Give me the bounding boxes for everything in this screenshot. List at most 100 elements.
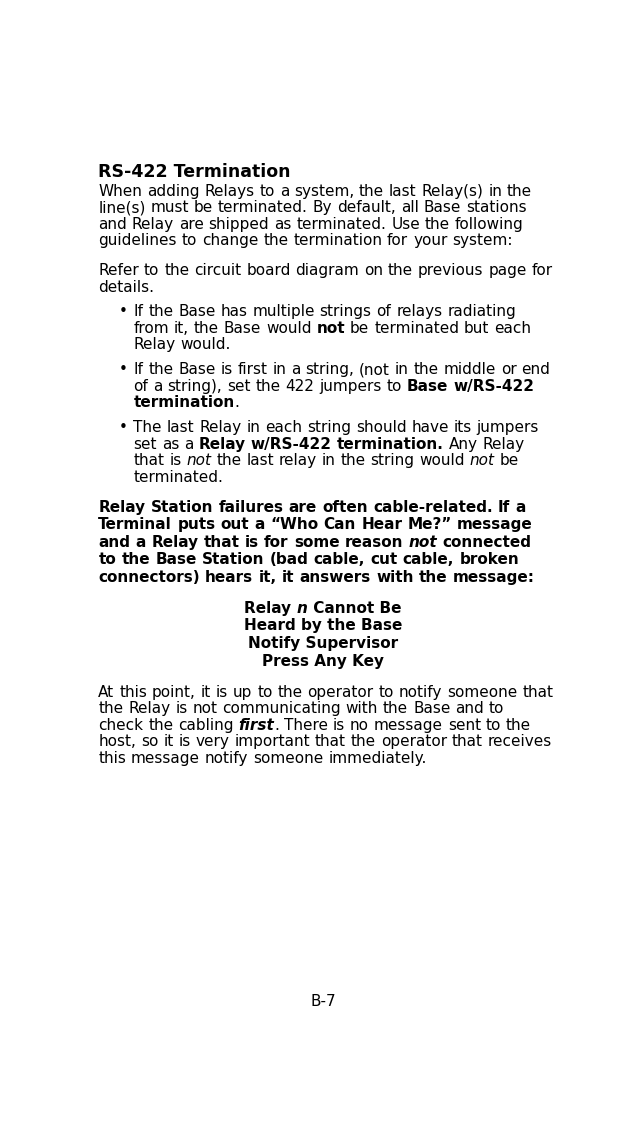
Text: have: have — [411, 420, 449, 435]
Text: connected: connected — [442, 534, 532, 550]
Text: Relay: Relay — [129, 702, 170, 716]
Text: termination.: termination. — [337, 436, 444, 451]
Text: .: . — [235, 395, 239, 410]
Text: stations: stations — [466, 200, 527, 215]
Text: on: on — [364, 263, 383, 278]
Text: are: are — [179, 216, 203, 231]
Text: a: a — [255, 517, 265, 532]
Text: it: it — [201, 685, 211, 699]
Text: often: often — [322, 500, 368, 515]
Text: no: no — [350, 718, 369, 732]
Text: its: its — [454, 420, 472, 435]
Text: in: in — [272, 362, 286, 377]
Text: the: the — [122, 552, 150, 567]
Text: adding: adding — [147, 183, 200, 198]
Text: first: first — [239, 718, 274, 732]
Text: cable,: cable, — [403, 552, 454, 567]
Text: Use: Use — [391, 216, 420, 231]
Text: for: for — [532, 263, 553, 278]
Text: it,: it, — [258, 570, 277, 584]
Text: to: to — [144, 263, 159, 278]
Text: 422: 422 — [285, 379, 314, 394]
Text: to: to — [181, 233, 197, 248]
Text: check: check — [98, 718, 143, 732]
Text: is: is — [178, 735, 191, 749]
Text: of: of — [377, 304, 391, 319]
Text: very: very — [195, 735, 229, 749]
Text: someone: someone — [447, 685, 517, 699]
Text: to: to — [98, 552, 116, 567]
Text: string: string — [307, 420, 351, 435]
Text: the: the — [506, 718, 531, 732]
Text: to: to — [486, 718, 501, 732]
Text: to: to — [489, 702, 504, 716]
Text: last: last — [167, 420, 195, 435]
Text: your: your — [413, 233, 447, 248]
Text: message: message — [457, 517, 533, 532]
Text: it: it — [282, 570, 294, 584]
Text: the: the — [507, 183, 532, 198]
Text: so: so — [141, 735, 158, 749]
Text: Heard by the Base: Heard by the Base — [244, 618, 402, 633]
Text: but: but — [464, 321, 490, 336]
Text: the: the — [341, 453, 365, 468]
Text: Relay: Relay — [198, 436, 246, 451]
Text: in: in — [246, 420, 260, 435]
Text: out: out — [220, 517, 249, 532]
Text: would: would — [420, 453, 465, 468]
Text: it,: it, — [174, 321, 189, 336]
Text: has: has — [220, 304, 248, 319]
Text: with: with — [376, 570, 414, 584]
Text: There: There — [284, 718, 328, 732]
Text: n: n — [297, 601, 307, 616]
Text: notify: notify — [205, 751, 248, 765]
Text: for: for — [264, 534, 289, 550]
Text: last: last — [389, 183, 416, 198]
Text: termination: termination — [134, 395, 235, 410]
Text: the: the — [98, 702, 123, 716]
Text: terminated.: terminated. — [218, 200, 308, 215]
Text: all: all — [401, 200, 419, 215]
Text: is: is — [169, 453, 181, 468]
Text: point,: point, — [152, 685, 196, 699]
Text: •: • — [119, 362, 128, 377]
Text: that: that — [452, 735, 483, 749]
Text: and: and — [98, 216, 127, 231]
Text: terminated.: terminated. — [134, 469, 223, 484]
Text: jumpers: jumpers — [477, 420, 539, 435]
Text: the: the — [388, 263, 413, 278]
Text: receives: receives — [488, 735, 552, 749]
Text: last: last — [246, 453, 274, 468]
Text: should: should — [356, 420, 406, 435]
Text: previous: previous — [418, 263, 483, 278]
Text: B-7: B-7 — [310, 994, 336, 1009]
Text: middle: middle — [444, 362, 496, 377]
Text: cabling: cabling — [178, 718, 234, 732]
Text: this: this — [98, 751, 126, 765]
Text: Base: Base — [413, 702, 450, 716]
Text: diagram: diagram — [295, 263, 359, 278]
Text: must: must — [151, 200, 189, 215]
Text: operator: operator — [307, 685, 374, 699]
Text: message: message — [131, 751, 200, 765]
Text: first: first — [238, 362, 268, 377]
Text: to: to — [386, 379, 402, 394]
Text: system,: system, — [294, 183, 354, 198]
Text: in: in — [395, 362, 409, 377]
Text: that: that — [203, 534, 239, 550]
Text: Base: Base — [155, 552, 197, 567]
Text: the: the — [164, 263, 189, 278]
Text: with: with — [346, 702, 378, 716]
Text: to: to — [257, 685, 273, 699]
Text: operator: operator — [381, 735, 447, 749]
Text: failures: failures — [219, 500, 284, 515]
Text: Notify Supervisor: Notify Supervisor — [248, 636, 398, 652]
Text: or: or — [501, 362, 517, 377]
Text: message: message — [374, 718, 443, 732]
Text: By: By — [312, 200, 332, 215]
Text: default,: default, — [337, 200, 396, 215]
Text: notify: notify — [399, 685, 442, 699]
Text: the: the — [148, 718, 173, 732]
Text: cable-related.: cable-related. — [373, 500, 493, 515]
Text: Can: Can — [324, 517, 356, 532]
